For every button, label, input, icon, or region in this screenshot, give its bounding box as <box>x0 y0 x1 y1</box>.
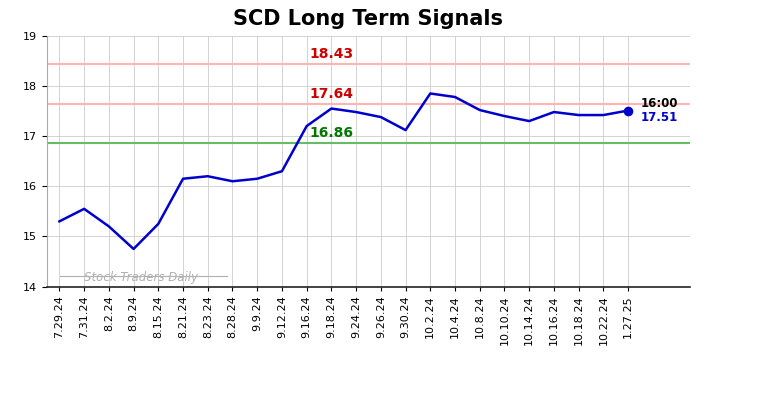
Text: 17.51: 17.51 <box>641 111 677 123</box>
Point <box>622 107 634 114</box>
Text: 16:00: 16:00 <box>641 97 678 109</box>
Title: SCD Long Term Signals: SCD Long Term Signals <box>234 9 503 29</box>
Text: 17.64: 17.64 <box>310 87 354 101</box>
Text: Stock Traders Daily: Stock Traders Daily <box>84 271 198 284</box>
Text: 16.86: 16.86 <box>310 126 354 140</box>
Text: 18.43: 18.43 <box>310 47 354 61</box>
